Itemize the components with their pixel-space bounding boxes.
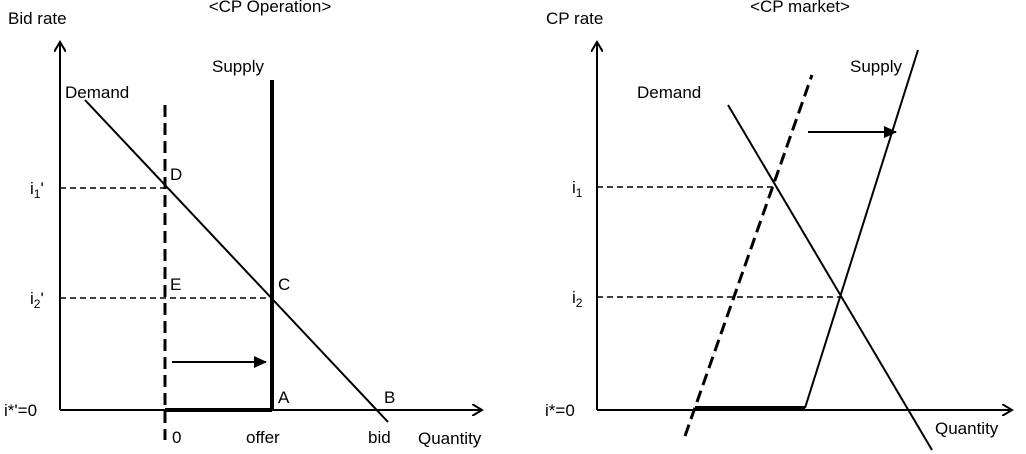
i2-label: i2 (572, 288, 583, 310)
left-panel: <CP Operation> Bid rate Quantity Demand … (4, 0, 482, 448)
point-label: A (278, 388, 290, 407)
right-panel: <CP market> CP rate Quantity Demand Supp… (545, 0, 1012, 451)
point-label: E (170, 275, 181, 294)
x-label: offer (246, 428, 280, 447)
origin-label: i*=0 (545, 401, 575, 420)
i2-label: i2' (30, 289, 44, 311)
x-axis-label: Quantity (418, 429, 482, 448)
title: <CP Operation> (209, 0, 332, 16)
supply-label: Supply (850, 57, 902, 76)
demand-line (84, 99, 389, 423)
supply-line (804, 49, 919, 409)
demand-label: Demand (65, 83, 129, 102)
demand-label: Demand (637, 83, 701, 102)
title: <CP market> (750, 0, 850, 16)
y-axis-label: CP rate (546, 9, 603, 28)
i1-label: i1 (572, 178, 583, 200)
point-label: C (278, 275, 290, 294)
point-label: B (384, 388, 395, 407)
point-label: D (170, 165, 182, 184)
x-label: 0 (172, 428, 181, 447)
i1-label: i1' (30, 179, 44, 201)
shifted-supply (683, 74, 814, 437)
supply-label: Supply (212, 57, 264, 76)
demand-line (727, 104, 933, 451)
x-label: bid (368, 428, 391, 447)
x-axis-label: Quantity (935, 419, 999, 438)
y-axis-label: Bid rate (8, 9, 67, 28)
origin-label: i*'=0 (4, 401, 37, 420)
